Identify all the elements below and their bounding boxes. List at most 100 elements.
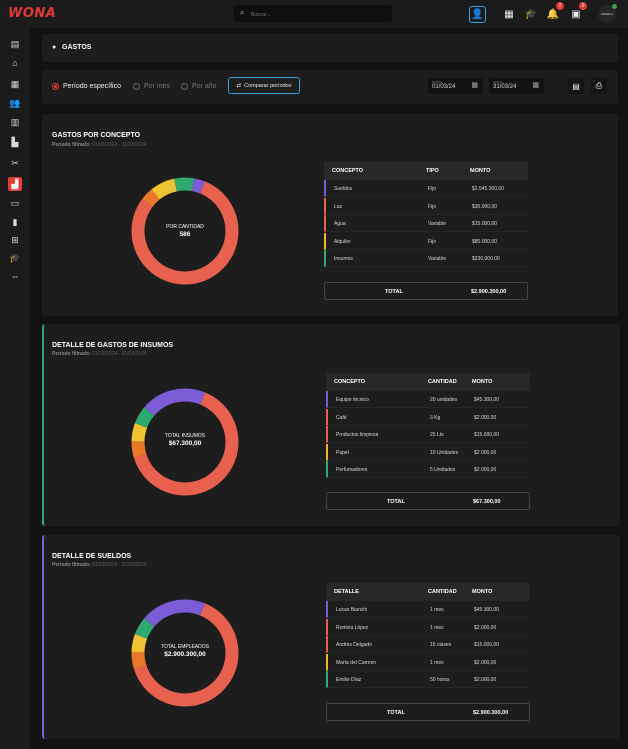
export-file-button[interactable]: ▤ — [568, 78, 584, 94]
section-title: GASTOS POR CONCEPTO — [52, 132, 141, 139]
ruler-icon[interactable]: ⊞ — [11, 234, 19, 245]
date-to-value: 31/03/24 — [493, 84, 517, 90]
bell-icon[interactable]: 🔔 2 — [545, 2, 564, 22]
column-header[interactable]: TIPO — [426, 168, 439, 174]
table-row[interactable]: Alquiler Fijo $80.000,00 — [324, 232, 528, 250]
table-row[interactable]: Perfumadores 5 Unidades $2.000,00 — [326, 461, 530, 479]
calendar-icon[interactable]: ▦ — [504, 8, 514, 20]
avatar[interactable]: ANGELA — [598, 4, 617, 23]
compare-periods-button[interactable]: ⇄ Comparar períodos — [228, 77, 300, 94]
table-row[interactable]: Luz Fijo $30.000,00 — [324, 197, 528, 215]
table-cell: Variable — [428, 221, 446, 228]
table-cell: $15.000,00 — [474, 642, 500, 649]
tools-icon[interactable]: ✂ — [11, 157, 19, 168]
table-cell: Fijo — [428, 238, 437, 245]
sidebar: ▤ ⌂ ▦ 👥 ▥ ▙ ✂ ▟ ▭ ▮ ⊞ 🎓 ⇔ — [0, 28, 30, 749]
insumos-panel: DETALLE DE GASTOS DE INSUMOS Período fil… — [42, 324, 620, 526]
top-bar: WONA ⌕ 👤 ▦ 🎓 🔔2 ▣9 ANGELA — [0, 0, 628, 28]
table-row[interactable]: Lucas Bianchi 1 mes $45.300,00 — [326, 601, 530, 618]
donut-segment[interactable] — [130, 176, 240, 286]
table-cell: $2.545.300,00 — [472, 186, 504, 192]
search-input[interactable] — [249, 7, 388, 22]
table-cell: 15 clases — [430, 642, 452, 649]
table-cell: María del Carmen — [336, 659, 377, 666]
date-from-field[interactable]: DESDE 01/03/24 ▦ — [428, 78, 483, 94]
dumbbell-icon[interactable]: ⇔ — [10, 271, 20, 281]
table-row[interactable]: Emilio Díaz 50 horas $2.000,00 — [326, 671, 530, 689]
search-icon: ⌕ — [240, 8, 245, 17]
donut-center-value: $2.900.300,00 — [164, 651, 206, 658]
table-row[interactable]: María del Carmen 1 mes $2.000,00 — [326, 653, 530, 671]
donut-center-label: POR CANTIDAD — [166, 224, 204, 230]
table-header: CONCEPTO CANTIDAD MONTO — [326, 373, 530, 391]
donut-chart — [130, 598, 240, 708]
table-row[interactable]: Equipo técnico 20 unidades $45.300,00 — [326, 391, 530, 408]
calendar-icon[interactable]: ▦ — [10, 78, 20, 89]
table-cell: $45.300,00 — [474, 397, 500, 403]
app-logo[interactable]: WONA — [8, 6, 57, 21]
table-row[interactable]: Agua Variable $15.000,00 — [324, 215, 528, 233]
graduation-icon[interactable]: 🎓 — [9, 252, 21, 263]
table-header: DETALLE CANTIDAD MONTO — [326, 583, 530, 601]
card-icon[interactable]: ▭ — [10, 197, 20, 208]
column-header[interactable]: MONTO — [470, 168, 491, 174]
table-cell: Agua — [334, 221, 346, 228]
donut-center-label: TOTAL INSUMOS — [164, 433, 206, 439]
table-cell: $15.000,00 — [474, 432, 500, 439]
donut-segment[interactable] — [130, 598, 240, 708]
table-cell: Equipo técnico — [336, 397, 369, 403]
table-row[interactable]: Andrés Delgado 15 clases $15.000,00 — [326, 636, 530, 654]
radio-periodo-especifico[interactable]: Período específico — [52, 81, 121, 91]
donut-segment[interactable] — [130, 598, 240, 708]
users-icon[interactable]: 👥 — [9, 97, 21, 108]
column-header[interactable]: MONTO — [472, 379, 493, 385]
subtitle-label: Período filtrado: — [52, 351, 91, 357]
radio-por-mes[interactable]: Por mes — [133, 81, 170, 91]
date-to-field[interactable]: HASTA 31/03/24 ▦ — [489, 78, 544, 94]
column-header[interactable]: CONCEPTO — [332, 168, 364, 174]
donut-chart — [130, 387, 240, 497]
home-icon[interactable]: ⌂ — [12, 58, 18, 68]
graduation-cap-icon[interactable]: 🎓 — [524, 8, 538, 20]
radio-dot — [181, 82, 188, 90]
radio-label: Período específico — [63, 82, 121, 90]
column-header[interactable]: DETALLE — [334, 589, 359, 595]
table-cell: $30.000,00 — [472, 203, 498, 210]
table-row[interactable]: Papel 10 Unidades $2.000,00 — [326, 443, 530, 461]
id-card-icon[interactable]: ▣ 9 — [568, 2, 587, 22]
barcode-icon[interactable]: ▮ — [12, 216, 18, 227]
column-header[interactable]: CANTIDAD — [428, 589, 457, 595]
clipboard-icon[interactable]: ▥ — [10, 116, 20, 127]
notification-badge: 2 — [556, 2, 564, 10]
column-header[interactable]: CONCEPTO — [334, 379, 366, 385]
calendar-icon[interactable]: ▦ — [471, 82, 478, 89]
table-cell: Productos limpieza — [336, 432, 379, 439]
radio-label: Por mes — [144, 82, 171, 90]
radio-por-anio[interactable]: Por año — [181, 81, 217, 91]
subtitle-value: 01/03/2024 - 31/03/2024 — [92, 142, 147, 148]
column-header[interactable]: MONTO — [472, 589, 493, 595]
dashboard-icon[interactable]: ▤ — [10, 38, 20, 49]
report-icon[interactable]: ▟ — [8, 177, 22, 191]
table-row[interactable]: Café 3 Kg $2.000,00 — [326, 408, 530, 426]
calendar-icon[interactable]: ▦ — [532, 82, 539, 89]
column-header[interactable]: CANTIDAD — [428, 379, 457, 385]
add-user-icon[interactable]: 👤 — [469, 6, 486, 23]
print-button[interactable]: ⎙ — [591, 78, 607, 94]
page-header: ● GASTOS — [42, 34, 618, 62]
date-from-label: DESDE — [432, 80, 443, 84]
subtitle-value: 01/03/2024 - 31/03/2024 — [92, 562, 147, 568]
avatar-text: ANGELA — [600, 12, 614, 16]
building-icon[interactable]: ▙ — [11, 136, 19, 147]
table-row[interactable]: Productos limpieza 25 Lts $15.000,00 — [326, 426, 530, 444]
donut-segment[interactable] — [130, 387, 240, 497]
table-row[interactable]: Insumos Variable $230.000,00 — [324, 250, 528, 268]
search-box[interactable]: ⌕ — [234, 5, 392, 22]
table-cell: 1 mes — [430, 607, 444, 613]
section-title: DETALLE DE GASTOS DE INSUMOS — [52, 342, 174, 349]
table-cell: $15.000,00 — [472, 221, 498, 228]
table-row[interactable]: Sueldos Fijo $2.545.300,00 — [324, 180, 528, 197]
donut-segment[interactable] — [130, 387, 240, 497]
table-cell: Andrés Delgado — [336, 642, 372, 649]
table-row[interactable]: Romina López 1 mes $2.000,00 — [326, 618, 530, 636]
